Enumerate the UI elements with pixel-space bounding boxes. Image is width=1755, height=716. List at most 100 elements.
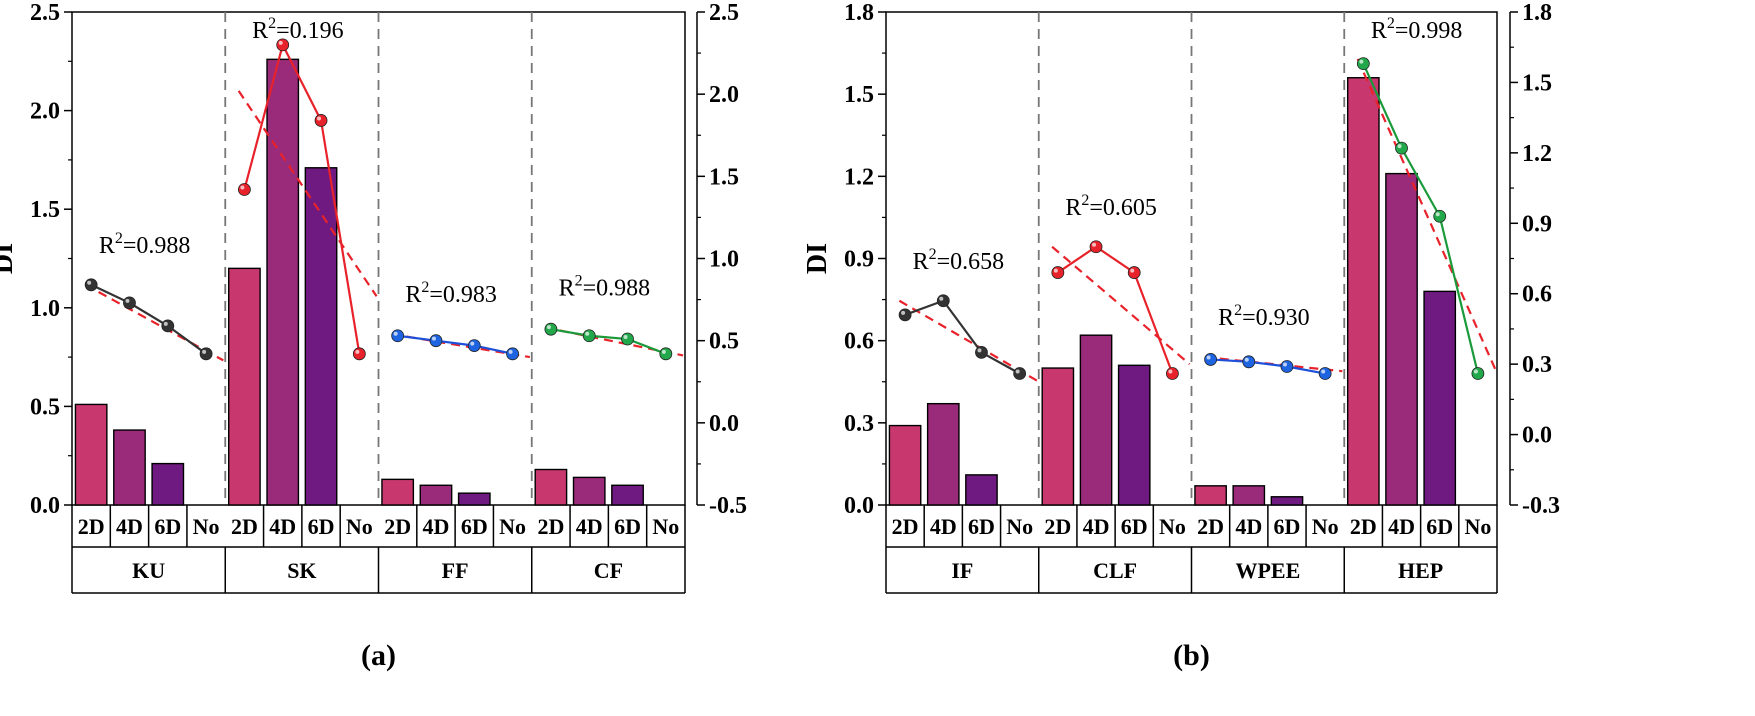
data-point [1356, 57, 1370, 71]
right-axis-tick-label: 0.3 [1522, 352, 1552, 378]
data-point-highlight [1053, 268, 1058, 273]
r2-annotation: R2=0.658 [913, 246, 1005, 275]
left-axis-tick-label: 0.9 [844, 247, 874, 273]
bar [1346, 77, 1380, 506]
panel-a: 0.0 0.5 1.0 1.5 2.0 2.5 DI -0.5 0.0 0.5 1.0 1.5 2.0 2… [0, 0, 747, 672]
category-label: 6D [968, 514, 995, 539]
r2-base: R [1218, 305, 1234, 331]
data-point-highlight [901, 310, 906, 315]
data-point-highlight [202, 349, 207, 354]
left-axis-tick-label: 0.0 [30, 493, 60, 519]
data-point [352, 347, 366, 361]
r2-annotation: R2=0.983 [405, 279, 497, 308]
bar [888, 424, 922, 506]
category-label: No [1006, 514, 1033, 539]
left-axis-tick-label: 2.0 [30, 99, 60, 125]
r2-value: =0.930 [1242, 305, 1310, 331]
right-axis-tick-label: 1.5 [1522, 70, 1552, 96]
data-line [243, 41, 361, 354]
data-point-highlight [546, 325, 551, 330]
category-label: 4D [269, 514, 296, 539]
data-point [621, 332, 634, 346]
fit-line [1356, 58, 1497, 370]
data-point-highlight [585, 331, 590, 336]
y-axis-label: DI [802, 243, 833, 274]
data-point [1127, 266, 1141, 279]
data-point-highlight [278, 40, 283, 45]
data-point [314, 114, 328, 127]
group-if: 2D 4D 6D No IF R2=0.658 [888, 246, 1038, 583]
category-label: 2D [1044, 514, 1071, 539]
data-line [397, 334, 513, 355]
data-point [1433, 209, 1447, 223]
data-point [1204, 353, 1217, 366]
left-axis-tick-label: 1.2 [844, 164, 874, 190]
left-axis-tick-label: 1.5 [844, 82, 874, 108]
left-axis-tick-label: 1.8 [844, 0, 874, 26]
data-point [659, 347, 673, 361]
r2-exponent: 2 [1081, 192, 1089, 209]
data-point [429, 334, 443, 348]
right-axis-tick-label: 0.9 [1522, 211, 1552, 237]
data-line [550, 328, 667, 355]
left-axis-tick-label: 0.6 [844, 329, 874, 355]
data-line [1362, 63, 1479, 374]
bar [304, 167, 338, 506]
data-point [1089, 240, 1103, 254]
data-point [1280, 360, 1294, 373]
group-label: CLF [1093, 558, 1137, 583]
data-point-highlight [1130, 268, 1135, 273]
bar [572, 476, 606, 506]
category-label: 2D [231, 514, 258, 539]
data-point [1051, 266, 1065, 279]
group-clf: 2D 4D 6D No CLF R2=0.605 [1037, 12, 1191, 593]
r2-value: =0.988 [123, 233, 191, 259]
data-point-highlight [163, 321, 168, 326]
bar [1423, 290, 1457, 506]
data-line [904, 299, 1021, 375]
data-point [238, 183, 251, 196]
bar [419, 484, 453, 506]
panel-caption: (a) [361, 639, 396, 672]
data-point [1395, 141, 1408, 155]
right-axis-tick-label: 1.5 [709, 164, 739, 190]
bar [151, 462, 185, 506]
data-point [199, 347, 213, 361]
data-point-highlight [1397, 144, 1402, 149]
category-label: No [346, 514, 373, 539]
fit-line [237, 90, 378, 297]
r2-exponent: 2 [421, 279, 429, 296]
r2-exponent: 2 [575, 273, 583, 290]
bar [1232, 485, 1266, 506]
bar [227, 267, 261, 506]
r2-base: R [405, 282, 421, 308]
bar [1079, 334, 1113, 506]
right-axis-tick-label: -0.3 [1522, 493, 1560, 519]
data-point-highlight [661, 349, 666, 354]
bar [1385, 172, 1418, 506]
category-label: 4D [930, 514, 957, 539]
data-point-highlight [87, 280, 92, 285]
right-axis-tick-label: 0.0 [709, 411, 739, 437]
category-label: 6D [461, 514, 488, 539]
data-point [1471, 367, 1485, 380]
category-label: 2D [384, 514, 411, 539]
group-label: KU [132, 558, 165, 583]
category-label: 6D [1426, 514, 1453, 539]
category-label: 2D [537, 514, 564, 539]
right-axis-tick-label: 1.0 [709, 247, 739, 273]
left-axis-tick-label: 1.5 [30, 197, 60, 223]
bar [1041, 367, 1075, 506]
group-cf: 2D 4D 6D No CF R2=0.988 [530, 12, 684, 593]
fit-line [84, 283, 224, 362]
data-point [123, 296, 136, 310]
data-point-highlight [393, 331, 398, 336]
r2-annotation: R2=0.605 [1065, 192, 1157, 221]
bar [1117, 364, 1151, 506]
left-axis-tick-label: 2.5 [30, 0, 60, 26]
r2-annotation: R2=0.196 [252, 15, 344, 44]
data-point-highlight [939, 296, 944, 301]
group-wpee: 2D 4D 6D No WPEE R2=0.930 [1190, 12, 1343, 593]
category-label: 4D [423, 514, 450, 539]
